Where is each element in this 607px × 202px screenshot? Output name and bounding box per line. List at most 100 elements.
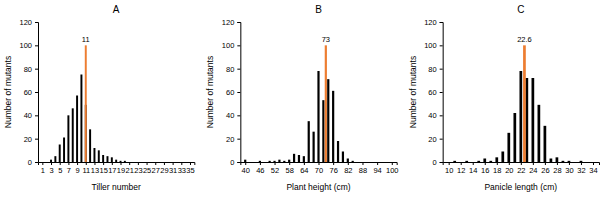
y-tick-label: 40 [428, 111, 436, 120]
x-tick-label: 5 [58, 166, 62, 175]
y-tick-mark [237, 162, 240, 163]
x-tick: 24 [529, 162, 537, 175]
x-tick-label: 33 [178, 166, 186, 175]
panel: 0204060801001201012141618202224262830323… [424, 18, 599, 175]
bar [465, 161, 468, 162]
x-tick-label: 3 [49, 166, 53, 175]
bar [115, 160, 117, 162]
y-tick-mark [237, 139, 240, 140]
x-tick-label: 100 [386, 166, 399, 175]
y-tick-mark [440, 92, 443, 93]
bar [72, 108, 74, 162]
y-tick-mark [237, 69, 240, 70]
bar [259, 161, 261, 162]
x-tick-label: 23 [134, 166, 142, 175]
y-axis: 020406080100120 [19, 18, 38, 167]
bar [495, 157, 498, 162]
x-tick: 46 [256, 162, 264, 175]
x-tick: 70 [315, 162, 323, 175]
y-tick-mark [440, 45, 443, 46]
marker-line [85, 45, 87, 162]
x-tick: 40 [242, 162, 250, 175]
bar [366, 162, 368, 163]
x-tick-label: 18 [493, 166, 501, 175]
marker-line [325, 45, 327, 162]
x-tick-label: 20 [505, 166, 513, 175]
panel: 0204060801001201357911131517192123252729… [19, 18, 194, 175]
y-tick-mark [237, 45, 240, 46]
x-tick-label: 7 [67, 166, 71, 175]
bar [317, 71, 319, 162]
bar [111, 157, 113, 162]
x-tick-mark [521, 162, 522, 165]
x-tick-label: 30 [565, 166, 573, 175]
x-tick-mark [362, 162, 363, 165]
y-axis-line [440, 23, 444, 163]
x-tick-label: 31 [169, 166, 177, 175]
y-tick-label: 60 [226, 88, 234, 97]
bar [483, 159, 486, 163]
y-tick: 60 [24, 88, 38, 97]
x-tick-label: 1 [41, 166, 45, 175]
x-tick: 26 [541, 162, 549, 175]
x-tick-mark [581, 162, 582, 165]
bar [342, 152, 344, 163]
bar [249, 162, 251, 163]
x-tick: 5 [58, 162, 62, 175]
x-tick-mark [68, 162, 69, 165]
y-axis-title: Number of mutants [408, 56, 418, 128]
y-tick-label: 120 [222, 18, 235, 27]
x-tick-label: 28 [553, 166, 561, 175]
x-tick-label: 14 [469, 166, 477, 175]
y-tick-mark [35, 92, 38, 93]
y-tick-mark [35, 22, 38, 23]
x-tick: 35 [186, 162, 194, 175]
y-tick-label: 0 [28, 158, 32, 167]
y-axis-title: Number of mutants [205, 56, 215, 128]
x-tick-mark [147, 162, 148, 165]
x-tick-mark [155, 162, 156, 165]
plot-marks [50, 45, 126, 162]
y-axis-line [237, 23, 241, 163]
bar [381, 162, 383, 163]
bar [313, 132, 315, 162]
y-tick: 100 [222, 41, 241, 50]
x-tick-mark [138, 162, 139, 165]
x-tick-label: 64 [300, 166, 308, 175]
x-tick-mark [557, 162, 558, 165]
x-tick-label: 17 [108, 166, 116, 175]
y-tick-label: 100 [222, 41, 235, 50]
x-tick: 13 [91, 162, 99, 175]
y-tick: 120 [222, 18, 241, 27]
x-tick-label: 40 [242, 166, 250, 175]
bar [46, 162, 48, 163]
bar [471, 162, 474, 163]
x-tick-label: 13 [91, 166, 99, 175]
bar [283, 161, 285, 162]
y-tick: 100 [424, 41, 443, 50]
bar [124, 161, 126, 162]
bar [391, 162, 393, 163]
x-tick: 82 [344, 162, 352, 175]
x-tick-mark [129, 162, 130, 165]
bar [264, 162, 266, 163]
bar [93, 148, 95, 162]
figure: 0204060801001201357911131517192123252729… [0, 0, 607, 202]
bar [586, 162, 589, 163]
x-tick: 100 [386, 162, 399, 175]
marker-label: 22.6 [517, 35, 532, 44]
y-tick-mark [440, 69, 443, 70]
y-tick: 20 [428, 135, 442, 144]
bar [303, 156, 305, 162]
bar [513, 113, 516, 162]
bar [459, 162, 462, 163]
x-tick-mark [190, 162, 191, 165]
y-tick: 60 [226, 88, 240, 97]
x-tick-mark [473, 162, 474, 165]
x-tick: 23 [134, 162, 142, 175]
x-tick: 20 [505, 162, 513, 175]
x-tick-label: 82 [344, 166, 352, 175]
y-tick-label: 120 [19, 18, 32, 27]
marker-label: 11 [82, 35, 90, 44]
bar [63, 138, 65, 163]
